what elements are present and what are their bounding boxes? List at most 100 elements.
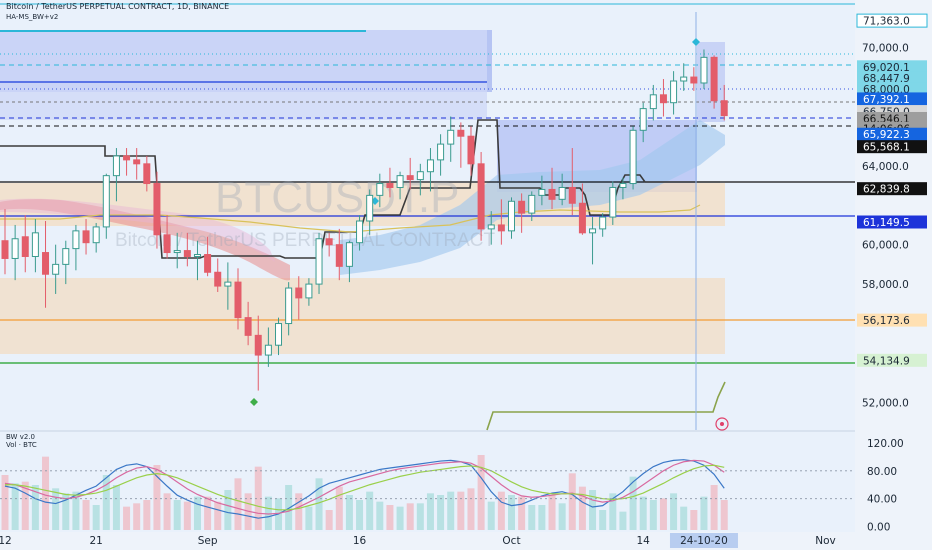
candle [659, 79, 667, 117]
candle [11, 224, 19, 281]
time-tick-label: 21 [89, 535, 102, 547]
volume-bar [335, 486, 343, 530]
osc-label-vol[interactable]: Vol · BTC [6, 441, 37, 449]
candle [356, 215, 364, 251]
price-tag: 68,447.9 [857, 71, 927, 85]
time-tick-label: Oct [502, 535, 520, 547]
candle [457, 122, 465, 168]
candle-body [193, 254, 201, 257]
candle [264, 327, 272, 367]
candle-body [467, 135, 475, 165]
candle-body [214, 271, 222, 287]
candle [315, 232, 323, 294]
candle-body [82, 230, 90, 244]
candle [21, 215, 29, 273]
candle [183, 232, 191, 267]
price-tag-bg [857, 111, 927, 125]
candle [244, 301, 252, 346]
candle [447, 116, 455, 162]
candle-body [264, 344, 272, 356]
candle [52, 244, 60, 294]
watermark: BTCUSDT.P Bitcoin / TetherUS PERPETUAL C… [115, 173, 495, 251]
candle-body [62, 248, 70, 265]
volume-bar [295, 493, 303, 530]
osc-label-bw[interactable]: BW v2.0 [6, 433, 35, 441]
price-tick-label: 52,000.0 [862, 397, 909, 409]
candle [72, 224, 80, 271]
supply-zone-edge [487, 30, 492, 92]
price-tick-label: 70,000.0 [862, 42, 909, 54]
candle [467, 126, 475, 176]
candle-body [143, 163, 151, 185]
candle-body [52, 263, 60, 275]
candle [123, 148, 131, 176]
candle [173, 232, 181, 269]
candle [558, 173, 566, 206]
volume-bar [224, 490, 232, 530]
candle-body [609, 186, 617, 218]
candle-body [234, 281, 242, 319]
volume-bar [386, 505, 394, 530]
candle [589, 217, 597, 265]
candle [102, 173, 110, 239]
candle [275, 317, 283, 356]
candle [335, 228, 343, 281]
volume-bar [31, 485, 39, 530]
candle [204, 236, 212, 277]
candle-body [599, 216, 607, 230]
candle [700, 49, 708, 89]
volume-bar [153, 465, 161, 530]
volume-bar [123, 506, 131, 530]
candle-body [244, 317, 252, 336]
candle [538, 175, 546, 206]
candle-body [285, 287, 293, 325]
candle [720, 84, 728, 121]
price-tag-bg [857, 140, 927, 154]
ribbon-pink [0, 198, 275, 262]
volume-bar [619, 511, 627, 530]
candle [406, 157, 414, 190]
candle [578, 183, 586, 235]
price-tag-bg [857, 71, 927, 85]
volume-bar [254, 466, 262, 530]
volume-bar [264, 496, 272, 530]
volume-bar [720, 500, 728, 530]
time-tick-label: 14 [637, 535, 651, 547]
price-tag-label: 54,134.9 [863, 355, 910, 367]
candle-body [477, 163, 485, 230]
price-tag: 56,173.6 [857, 313, 927, 327]
candle [568, 148, 576, 216]
price-tag-label: 56,173.6 [863, 315, 910, 327]
volume-bar [426, 493, 434, 530]
candle-body [163, 234, 171, 254]
volume-bar [538, 505, 546, 530]
candle [426, 148, 434, 192]
candle-body [376, 183, 384, 196]
volume-bar [112, 485, 120, 530]
volume-bar [376, 501, 384, 530]
price-tag-bg [857, 313, 927, 327]
candle [325, 232, 333, 257]
osc-tick-label: 120.00 [867, 438, 904, 450]
osc-line-bw [4, 459, 725, 519]
symbol-title[interactable]: Bitcoin / TetherUS PERPETUAL CONTRACT, 1… [6, 2, 229, 11]
candle-body [457, 129, 465, 137]
candle [649, 84, 657, 121]
volume-bar [366, 491, 374, 530]
volume-bar [416, 503, 424, 530]
price-tag-bg [857, 353, 927, 367]
candle [376, 173, 384, 208]
green-diamond-marker [250, 398, 258, 406]
candle [31, 219, 39, 273]
candle-body [305, 283, 313, 299]
candle-body [710, 56, 718, 102]
volume-bar [102, 475, 110, 530]
candle-body [578, 202, 586, 234]
candle-body [649, 94, 657, 110]
indicator-title[interactable]: HA-MS_BW+v2 [6, 13, 58, 21]
time-cursor-badge [669, 533, 738, 548]
candle-body [386, 183, 394, 188]
volume-bar [204, 496, 212, 530]
candle-body [315, 238, 323, 285]
candle-body [356, 220, 364, 244]
